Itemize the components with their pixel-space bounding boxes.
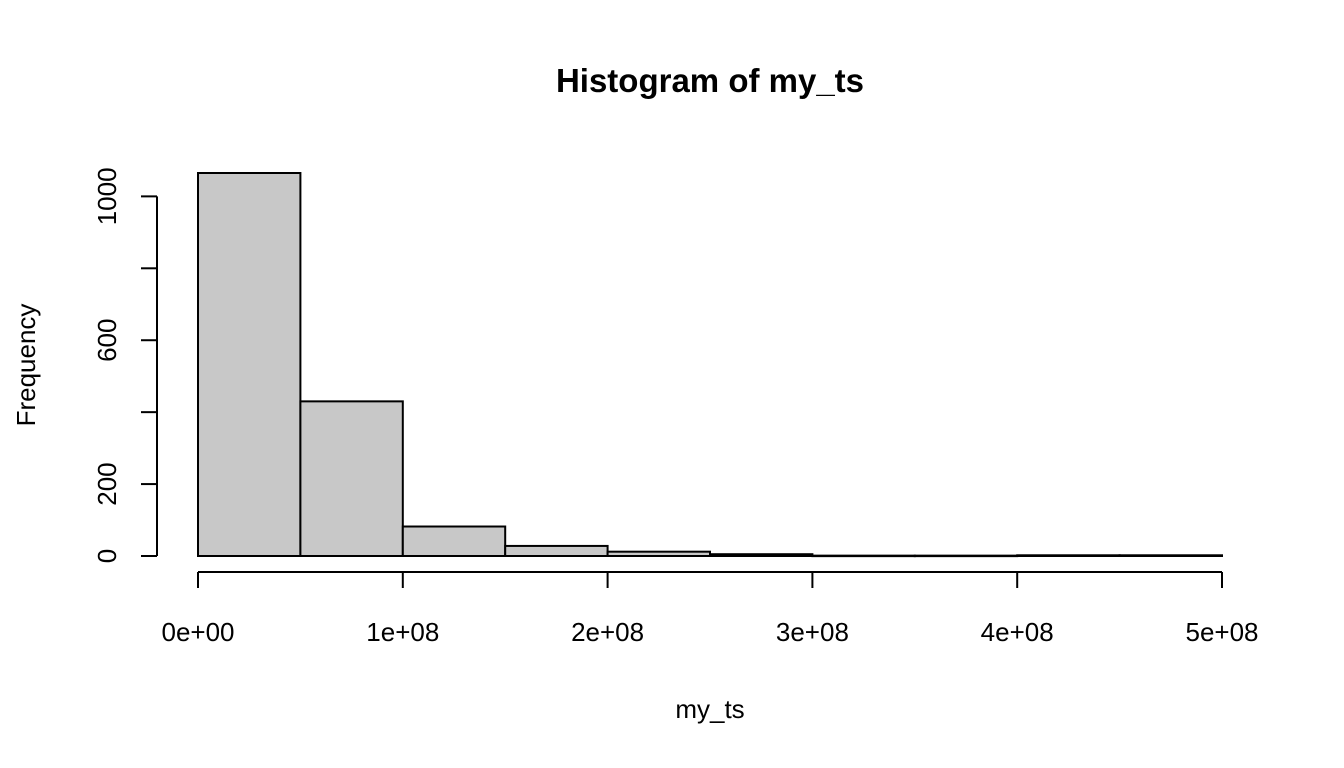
y-tick-label: 1000 <box>92 167 122 225</box>
histogram-bar <box>504 544 609 558</box>
x-tick-label: 3e+08 <box>776 617 849 647</box>
x-axis: 0e+00 1e+08 2e+08 3e+08 4e+08 5e+08 <box>161 571 1259 647</box>
chart-title: Histogram of my_ts <box>556 62 864 99</box>
histogram-bar <box>709 553 814 558</box>
x-tick-label: 0e+00 <box>161 617 234 647</box>
histogram-bar <box>913 554 1019 558</box>
x-tick-label: 2e+08 <box>571 617 644 647</box>
y-tick-label: 200 <box>92 462 122 505</box>
histogram-bar <box>299 400 404 558</box>
x-tick-label: 1e+08 <box>366 617 439 647</box>
histogram-bar <box>401 525 507 558</box>
y-axis-label: Frequency <box>11 304 41 427</box>
histogram-bar <box>1118 554 1223 558</box>
bars-group <box>197 172 1223 558</box>
x-tick-label: 5e+08 <box>1185 617 1258 647</box>
histogram-bar <box>1016 554 1121 558</box>
x-tick-label: 4e+08 <box>981 617 1054 647</box>
histogram-bar <box>606 550 711 558</box>
y-tick-label: 600 <box>92 319 122 362</box>
y-axis: 0 200 600 1000 <box>92 167 158 563</box>
histogram-bar <box>197 172 302 557</box>
x-axis-label: my_ts <box>675 694 744 724</box>
histogram-bar <box>811 554 916 558</box>
y-tick-label: 0 <box>92 549 122 563</box>
